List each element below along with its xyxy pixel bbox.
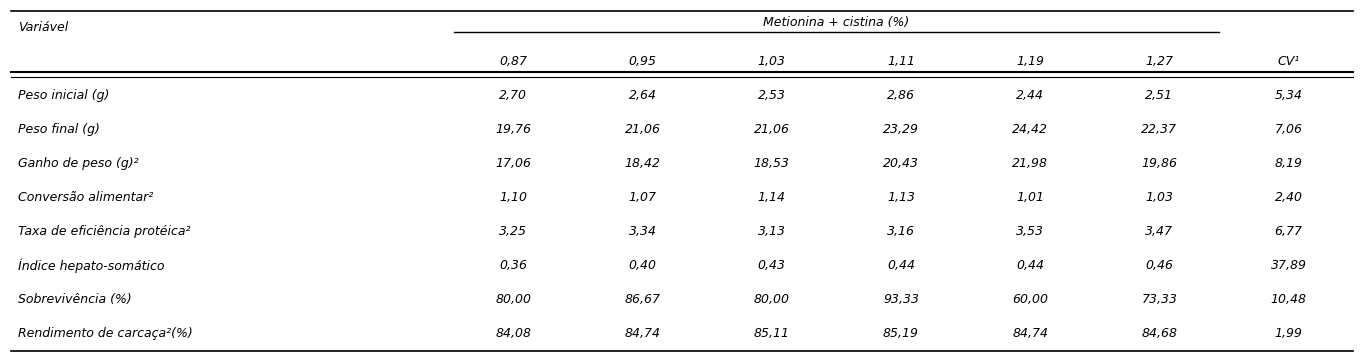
Text: 2,44: 2,44	[1016, 89, 1044, 102]
Text: CV¹: CV¹	[1277, 55, 1300, 68]
Text: 2,40: 2,40	[1274, 191, 1303, 204]
Text: 10,48: 10,48	[1270, 293, 1307, 306]
Text: 23,29: 23,29	[883, 123, 919, 136]
Text: 21,98: 21,98	[1012, 157, 1049, 170]
Text: 1,01: 1,01	[1016, 191, 1044, 204]
Text: 3,34: 3,34	[628, 225, 657, 238]
Text: Peso final (g): Peso final (g)	[18, 123, 99, 136]
Text: 18,42: 18,42	[624, 157, 661, 170]
Text: 19,86: 19,86	[1141, 157, 1178, 170]
Text: 3,25: 3,25	[499, 225, 528, 238]
Text: 7,06: 7,06	[1274, 123, 1303, 136]
Text: Metionina + cistina (%): Metionina + cistina (%)	[763, 16, 910, 29]
Text: 3,53: 3,53	[1016, 225, 1044, 238]
Text: 0,44: 0,44	[887, 259, 915, 272]
Text: 1,27: 1,27	[1145, 55, 1174, 68]
Text: Variável: Variável	[18, 21, 68, 34]
Text: 0,46: 0,46	[1145, 259, 1174, 272]
Text: 3,47: 3,47	[1145, 225, 1174, 238]
Text: 21,06: 21,06	[624, 123, 661, 136]
Text: 84,74: 84,74	[624, 327, 661, 340]
Text: 0,43: 0,43	[758, 259, 786, 272]
Text: Índice hepato-somático: Índice hepato-somático	[18, 258, 165, 273]
Text: 0,40: 0,40	[628, 259, 657, 272]
Text: 85,11: 85,11	[753, 327, 790, 340]
Text: 6,77: 6,77	[1274, 225, 1303, 238]
Text: 2,51: 2,51	[1145, 89, 1174, 102]
Text: Conversão alimentar²: Conversão alimentar²	[18, 191, 152, 204]
Text: 1,11: 1,11	[887, 55, 915, 68]
Text: 73,33: 73,33	[1141, 293, 1178, 306]
Text: 18,53: 18,53	[753, 157, 790, 170]
Text: 3,13: 3,13	[758, 225, 786, 238]
Text: 60,00: 60,00	[1012, 293, 1049, 306]
Text: 2,70: 2,70	[499, 89, 528, 102]
Text: 20,43: 20,43	[883, 157, 919, 170]
Text: 1,03: 1,03	[1145, 191, 1174, 204]
Text: 1,13: 1,13	[887, 191, 915, 204]
Text: Peso inicial (g): Peso inicial (g)	[18, 89, 109, 102]
Text: Taxa de eficiência protéica²: Taxa de eficiência protéica²	[18, 225, 190, 238]
Text: Sobrevivência (%): Sobrevivência (%)	[18, 293, 132, 306]
Text: 84,68: 84,68	[1141, 327, 1178, 340]
Text: 37,89: 37,89	[1270, 259, 1307, 272]
Text: 2,53: 2,53	[758, 89, 786, 102]
Text: 3,16: 3,16	[887, 225, 915, 238]
Text: 1,07: 1,07	[628, 191, 657, 204]
Text: 2,86: 2,86	[887, 89, 915, 102]
Text: 22,37: 22,37	[1141, 123, 1178, 136]
Text: 1,99: 1,99	[1274, 327, 1303, 340]
Text: 1,03: 1,03	[758, 55, 786, 68]
Text: 8,19: 8,19	[1274, 157, 1303, 170]
Text: 80,00: 80,00	[495, 293, 532, 306]
Text: 84,08: 84,08	[495, 327, 532, 340]
Text: 21,06: 21,06	[753, 123, 790, 136]
Text: 19,76: 19,76	[495, 123, 532, 136]
Text: Ganho de peso (g)²: Ganho de peso (g)²	[18, 157, 139, 170]
Text: 85,19: 85,19	[883, 327, 919, 340]
Text: Rendimento de carcaça²(%): Rendimento de carcaça²(%)	[18, 327, 192, 340]
Text: 0,36: 0,36	[499, 259, 528, 272]
Text: 86,67: 86,67	[624, 293, 661, 306]
Text: 17,06: 17,06	[495, 157, 532, 170]
Text: 5,34: 5,34	[1274, 89, 1303, 102]
Text: 24,42: 24,42	[1012, 123, 1049, 136]
Text: 2,64: 2,64	[628, 89, 657, 102]
Text: 1,14: 1,14	[758, 191, 786, 204]
Text: 1,19: 1,19	[1016, 55, 1044, 68]
Text: 80,00: 80,00	[753, 293, 790, 306]
Text: 0,44: 0,44	[1016, 259, 1044, 272]
Text: 84,74: 84,74	[1012, 327, 1049, 340]
Text: 1,10: 1,10	[499, 191, 528, 204]
Text: 0,95: 0,95	[628, 55, 657, 68]
Text: 93,33: 93,33	[883, 293, 919, 306]
Text: 0,87: 0,87	[499, 55, 528, 68]
